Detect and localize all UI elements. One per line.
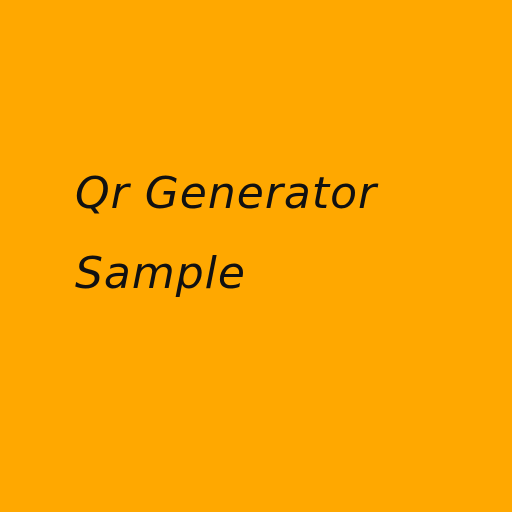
app-title-line-1: Qr Generator (75, 168, 378, 219)
app-title-line-2: Sample (75, 248, 246, 299)
app-title: Qr Generator Sample (75, 172, 495, 296)
